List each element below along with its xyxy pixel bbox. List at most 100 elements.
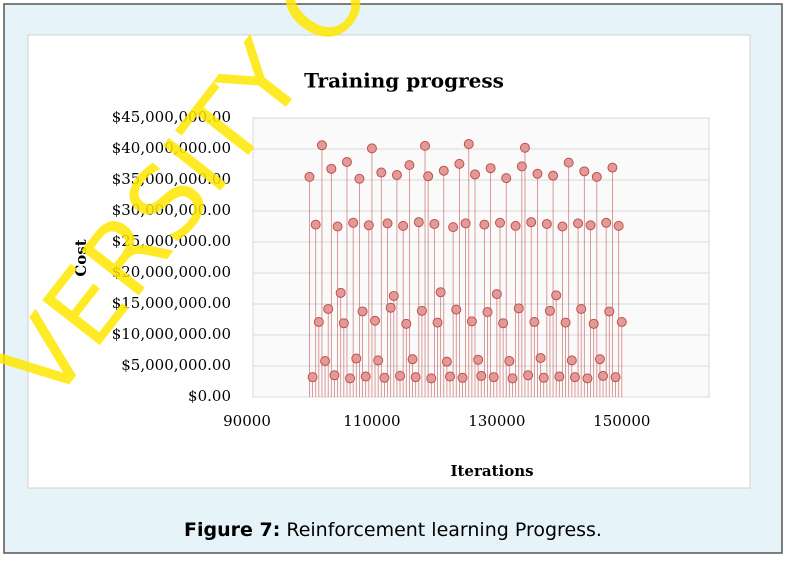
point [357, 306, 368, 317]
point [395, 370, 406, 381]
point [391, 170, 402, 181]
point [416, 305, 427, 316]
x-tick-label: 110000 [343, 412, 400, 430]
y-tick-label: $15,000,000.00 [112, 294, 231, 312]
y-tick-label: $5,000,000.00 [121, 356, 231, 374]
y-tick-label: $45,000,000.00 [112, 108, 231, 126]
point [594, 354, 605, 365]
point [323, 303, 334, 314]
point [576, 303, 587, 314]
point [354, 173, 365, 184]
point [569, 372, 580, 383]
point [335, 287, 346, 298]
point [423, 171, 434, 182]
point [535, 352, 546, 363]
point [432, 317, 443, 328]
point [410, 372, 421, 383]
point [460, 218, 471, 229]
point [616, 316, 627, 327]
y-tick-label: $35,000,000.00 [112, 170, 231, 188]
point [563, 157, 574, 168]
point [598, 370, 609, 381]
point [310, 219, 321, 230]
point [438, 165, 449, 176]
point [401, 318, 412, 329]
point [470, 169, 480, 180]
point [326, 163, 337, 174]
point [385, 302, 396, 313]
point [366, 143, 377, 154]
point [466, 316, 477, 327]
x-tick-label: 150000 [593, 412, 650, 430]
point [566, 355, 577, 366]
y-tick-label: $0.00 [188, 387, 231, 405]
point [613, 220, 624, 231]
point [560, 317, 571, 328]
x-axis-title: Iterations [450, 462, 533, 480]
caption: Figure 7: Reinforcement learning Progres… [184, 519, 602, 541]
point [420, 140, 431, 151]
point [348, 217, 359, 228]
point [429, 219, 440, 230]
point [413, 217, 424, 228]
point [441, 356, 452, 367]
y-tick-label: $30,000,000.00 [112, 201, 231, 219]
point [601, 217, 612, 228]
point [538, 372, 549, 383]
point [551, 290, 562, 301]
point [501, 173, 512, 184]
point [376, 167, 387, 178]
point [529, 316, 540, 327]
point [582, 373, 593, 384]
point [526, 217, 537, 228]
chart-title: Training progress [304, 69, 504, 93]
point [604, 306, 615, 317]
point [379, 372, 390, 383]
y-tick-label: $40,000,000.00 [112, 139, 231, 157]
point [426, 373, 437, 384]
point [585, 220, 596, 231]
point [398, 220, 409, 231]
point [532, 168, 543, 179]
point [363, 220, 374, 231]
point [351, 353, 362, 364]
point [544, 305, 555, 316]
caption-text: Reinforcement learning Progress. [280, 519, 602, 541]
point [491, 289, 502, 300]
point [360, 371, 371, 382]
y-tick-label: $20,000,000.00 [112, 263, 231, 281]
point [313, 316, 324, 327]
point [448, 222, 459, 233]
point [557, 221, 568, 232]
point [370, 315, 381, 326]
point [479, 219, 490, 230]
point [304, 171, 315, 182]
point [320, 356, 331, 367]
point [541, 219, 552, 230]
point [523, 370, 534, 381]
point [476, 370, 487, 381]
plot-area [252, 117, 710, 398]
point [445, 371, 456, 382]
point [548, 170, 559, 181]
point [457, 372, 468, 383]
point [516, 161, 527, 172]
y-tick-label: $10,000,000.00 [112, 325, 231, 343]
point [519, 142, 530, 153]
point [451, 304, 462, 315]
point [591, 171, 602, 182]
point [510, 220, 521, 231]
y-tick-label: $25,000,000.00 [112, 232, 231, 250]
point [454, 158, 465, 169]
point [513, 303, 524, 314]
point [610, 372, 621, 383]
point [382, 218, 393, 229]
point [341, 157, 352, 168]
point [494, 217, 505, 228]
point [607, 162, 618, 173]
point [345, 373, 356, 384]
point [507, 373, 518, 384]
x-tick-label: 90000 [223, 412, 271, 430]
point [498, 318, 509, 329]
